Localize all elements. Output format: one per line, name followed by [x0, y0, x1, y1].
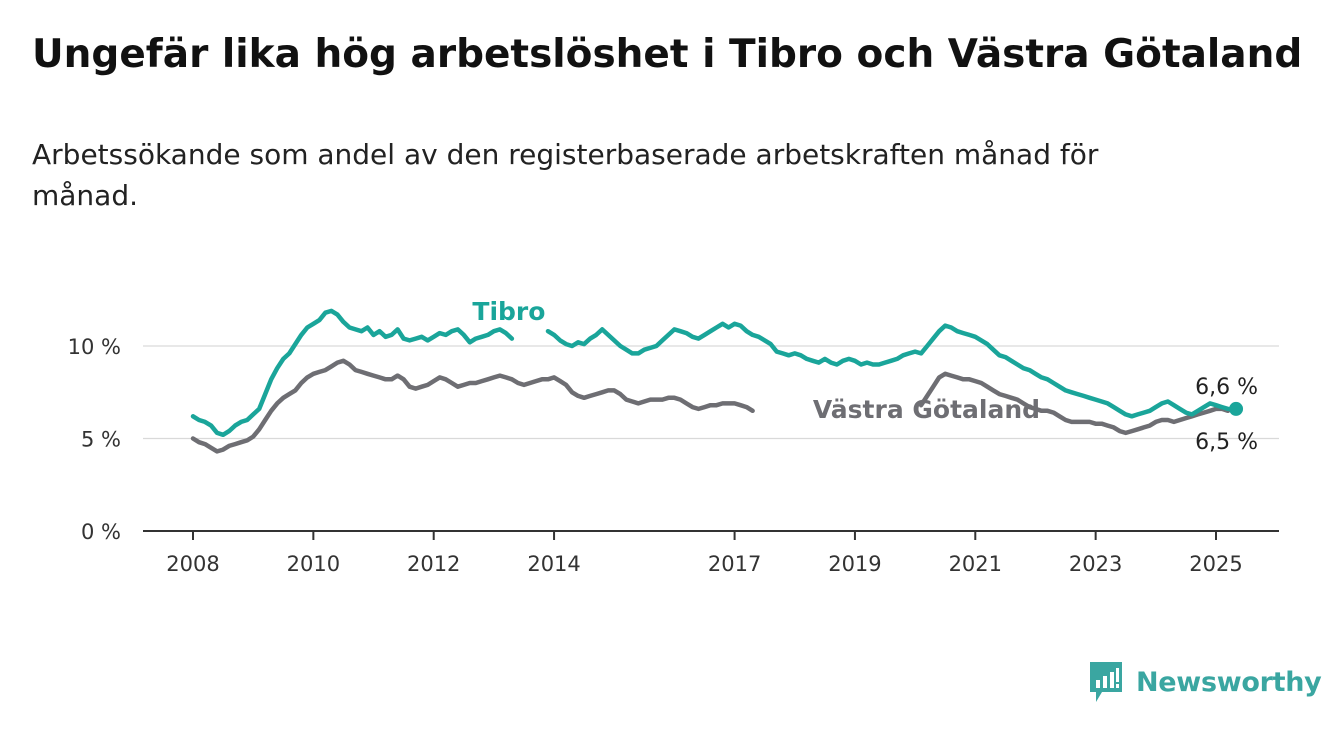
series-line-v-stra-g-taland [190, 358, 1231, 454]
newsworthy-logo-icon [1090, 662, 1122, 702]
x-tick-label: 2012 [407, 552, 460, 576]
x-tick-label: 2010 [287, 552, 340, 576]
newsworthy-brand: Newsworthy [1088, 660, 1322, 704]
y-tick-label: 0 % [81, 520, 121, 544]
axes: 0 % 5 % 10 % 2008 2010 2012 2014 2017 2019 2021 20… [68, 335, 1279, 576]
y-tick-label: 10 % [68, 335, 121, 359]
x-tick-label: 2008 [166, 552, 219, 576]
x-tick-label: 2014 [527, 552, 580, 576]
series-lines [190, 308, 1231, 454]
x-tick-label: 2025 [1189, 552, 1242, 576]
end-value-label: 6,5 % [1195, 430, 1258, 455]
end-value-label: 6,6 % [1195, 375, 1258, 400]
series-label: Tibro [472, 297, 545, 326]
chart-subtitle: Arbetssökande som andel av den registerb… [32, 138, 1099, 212]
y-tick-label: 5 % [81, 428, 121, 452]
x-tick-label: 2023 [1069, 552, 1122, 576]
data-labels: Tibro Västra Götaland 6,6 % 6,5 % [472, 297, 1258, 455]
gridlines [143, 345, 1279, 440]
end-marker [1229, 401, 1244, 416]
series-line-tibro [190, 308, 1231, 438]
x-tick-label: 2019 [828, 552, 881, 576]
x-tick-label: 2017 [708, 552, 761, 576]
x-tick-label: 2021 [949, 552, 1002, 576]
brand-name: Newsworthy [1136, 666, 1322, 698]
chart-title: Ungefär lika hög arbetslöshet i Tibro oc… [32, 32, 1303, 77]
series-label: Västra Götaland [813, 395, 1040, 424]
